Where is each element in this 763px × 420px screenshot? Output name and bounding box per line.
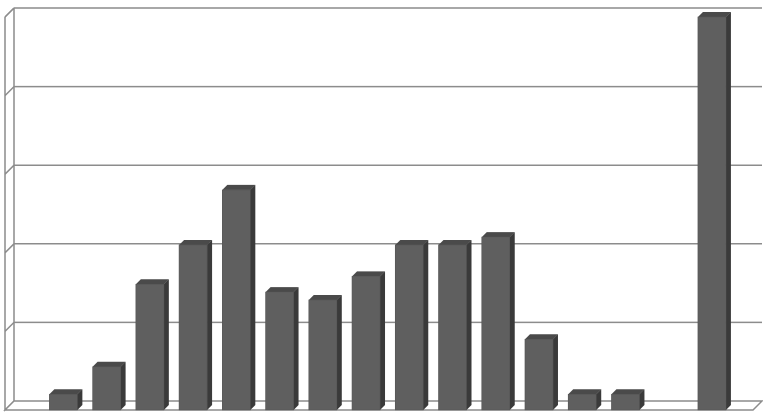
bar: [438, 239, 472, 411]
bar-front: [524, 338, 554, 411]
bar-front: [308, 299, 338, 411]
bar-top: [179, 239, 213, 245]
bar: [524, 334, 558, 411]
bar-front: [49, 393, 78, 411]
bar-front: [222, 189, 251, 411]
bar: [49, 389, 83, 411]
bar-front: [697, 16, 727, 411]
bar-side: [596, 389, 602, 410]
bar: [135, 279, 169, 411]
bar-side: [250, 184, 256, 410]
bar-side: [380, 271, 386, 410]
bar-side: [163, 279, 169, 410]
bar-side: [77, 389, 83, 410]
gridline-depth: [4, 7, 15, 18]
bar-front: [92, 366, 121, 411]
bar-top: [481, 232, 515, 238]
bar-side: [336, 294, 342, 410]
bar-front: [135, 283, 165, 411]
bar-front: [178, 244, 208, 411]
bar-side: [207, 239, 213, 410]
bar-top: [611, 389, 645, 395]
bar-front: [265, 291, 294, 411]
gridline-depth: [4, 86, 15, 97]
gridline-depth: [4, 164, 15, 175]
bar-top: [49, 389, 83, 395]
bar-top: [92, 361, 126, 367]
bar-top: [222, 184, 256, 190]
left-wall-edge: [4, 8, 15, 412]
bar: [481, 232, 515, 411]
bar-front: [438, 244, 467, 411]
bar-front: [567, 393, 597, 411]
gridlines: [4, 7, 762, 332]
bar-front: [481, 236, 511, 411]
bars: [49, 12, 731, 411]
bar-front: [611, 393, 640, 411]
bar-side: [639, 389, 645, 410]
bar: [611, 389, 645, 411]
bar-side: [423, 239, 429, 410]
bar-side: [293, 287, 299, 410]
bar: [308, 294, 342, 411]
bar-side: [466, 239, 472, 410]
bar: [351, 271, 386, 411]
bar-top: [524, 334, 558, 340]
bar: [222, 184, 256, 411]
bar: [697, 12, 731, 411]
bar-front: [394, 244, 424, 411]
bar-top: [308, 294, 342, 300]
bar: [394, 239, 429, 411]
bar: [178, 239, 213, 411]
bar: [265, 287, 299, 411]
bar-side: [552, 334, 558, 410]
bar-top: [438, 239, 472, 245]
bar: [92, 361, 126, 411]
bar-side: [725, 12, 731, 410]
gridline-depth: [4, 321, 15, 332]
bar-top: [697, 12, 731, 17]
bar-top: [395, 239, 429, 245]
bar-top: [568, 389, 602, 395]
bar-top: [352, 271, 386, 277]
bar: [567, 389, 602, 411]
gridline-depth: [4, 243, 15, 254]
bar-side: [120, 361, 126, 410]
bar-side: [509, 232, 515, 410]
bar-top: [265, 287, 299, 293]
bar-front: [351, 276, 381, 411]
bar-top: [135, 279, 169, 285]
